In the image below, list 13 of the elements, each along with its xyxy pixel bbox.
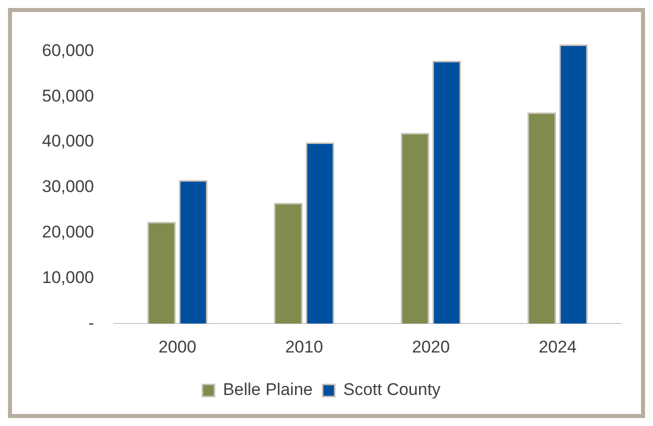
y-tick-label: 20,000 (42, 222, 94, 242)
y-tick-label: 30,000 (42, 177, 94, 196)
x-tick-label: 2010 (285, 337, 324, 356)
y-tick-label: 10,000 (42, 268, 94, 287)
y-tick-label: 40,000 (42, 132, 94, 151)
x-tick-label: 2000 (158, 337, 196, 356)
x-tick-label: 2020 (412, 337, 450, 356)
legend-label: Belle Plaine (222, 380, 313, 400)
y-tick-label: - (88, 313, 94, 332)
x-tick-label: 2024 (538, 337, 577, 356)
y-tick-label: 50,000 (42, 86, 94, 106)
y-tick-label: 60,000 (42, 40, 94, 60)
legend-label: Scott County (343, 380, 442, 400)
